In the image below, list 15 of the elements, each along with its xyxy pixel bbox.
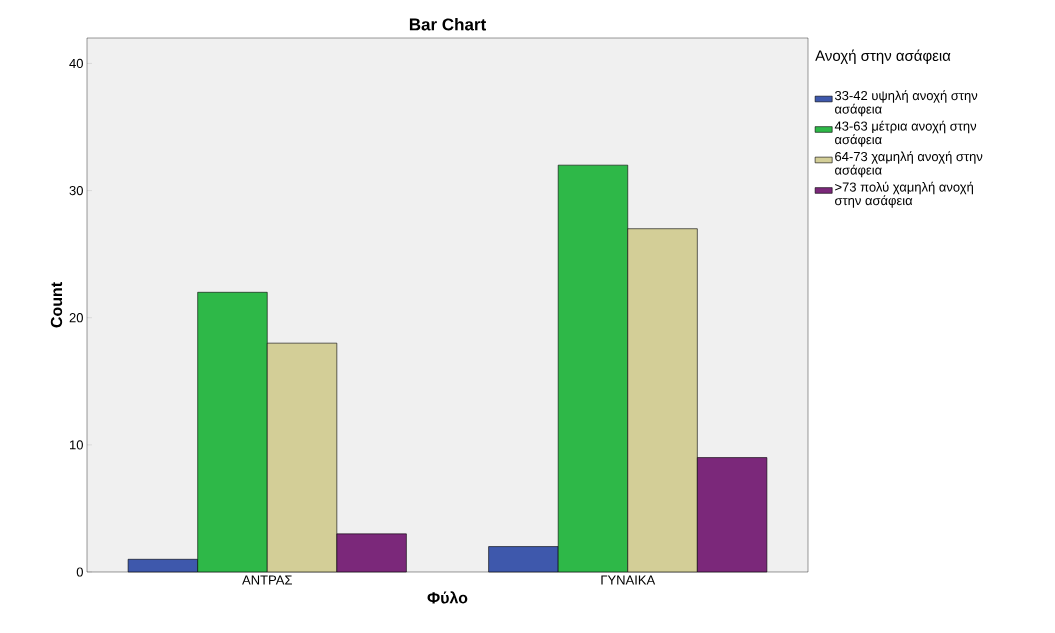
- y-tick-label: 10: [70, 440, 83, 450]
- legend-label: >73 πολύ χαμηλή ανοχή στην ασάφεια: [835, 181, 973, 208]
- legend-label: 43-63 μέτρια ανοχή στην ασάφεια: [834, 120, 977, 147]
- y-tick-label: 40: [69, 58, 83, 69]
- y-tick-label: 30: [69, 185, 83, 196]
- legend-label: 64-73 χαμηλή ανοχή στην ασάφεια: [835, 151, 983, 178]
- y-axis-title: Count: [50, 282, 63, 328]
- y-tick-label: 0: [76, 567, 83, 577]
- legend-label: 33-42 υψηλή ανοχή στην ασάφεια: [834, 90, 978, 117]
- legend-title: Ανοχή στην ασάφεια: [815, 49, 951, 64]
- x-tick-label: ΓΥΝΑΙΚΑ: [601, 575, 656, 585]
- x-axis-title: Φύλο: [427, 591, 468, 604]
- x-tick-label: ΑΝΤΡΑΣ: [242, 575, 292, 585]
- y-tick-label: 20: [69, 313, 83, 323]
- chart-title: Bar Chart: [409, 17, 486, 31]
